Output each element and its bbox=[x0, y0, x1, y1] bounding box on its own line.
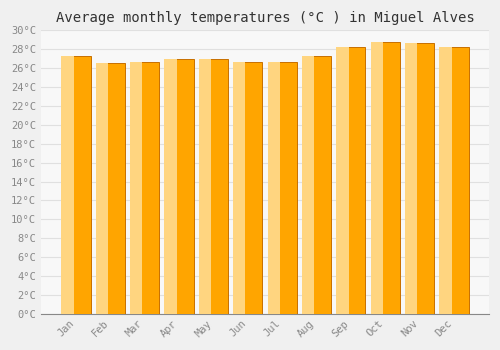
Bar bbox=[130, 62, 142, 314]
Bar bbox=[336, 48, 366, 314]
Bar bbox=[164, 59, 176, 314]
Bar bbox=[336, 48, 348, 314]
Bar bbox=[62, 56, 90, 314]
Bar bbox=[440, 48, 452, 314]
Bar bbox=[440, 48, 468, 314]
Bar bbox=[302, 56, 331, 314]
Bar bbox=[199, 59, 211, 314]
Bar bbox=[405, 43, 417, 314]
Bar bbox=[302, 56, 314, 314]
Bar bbox=[164, 59, 194, 314]
Bar bbox=[268, 62, 280, 314]
Bar bbox=[370, 42, 383, 314]
Bar bbox=[233, 62, 262, 314]
Bar bbox=[130, 62, 160, 314]
Bar bbox=[268, 62, 296, 314]
Bar bbox=[62, 56, 74, 314]
Bar bbox=[96, 63, 125, 314]
Bar bbox=[370, 42, 400, 314]
Title: Average monthly temperatures (°C ) in Miguel Alves: Average monthly temperatures (°C ) in Mi… bbox=[56, 11, 474, 25]
Bar bbox=[405, 43, 434, 314]
Bar bbox=[199, 59, 228, 314]
Bar bbox=[96, 63, 108, 314]
Bar bbox=[233, 62, 245, 314]
